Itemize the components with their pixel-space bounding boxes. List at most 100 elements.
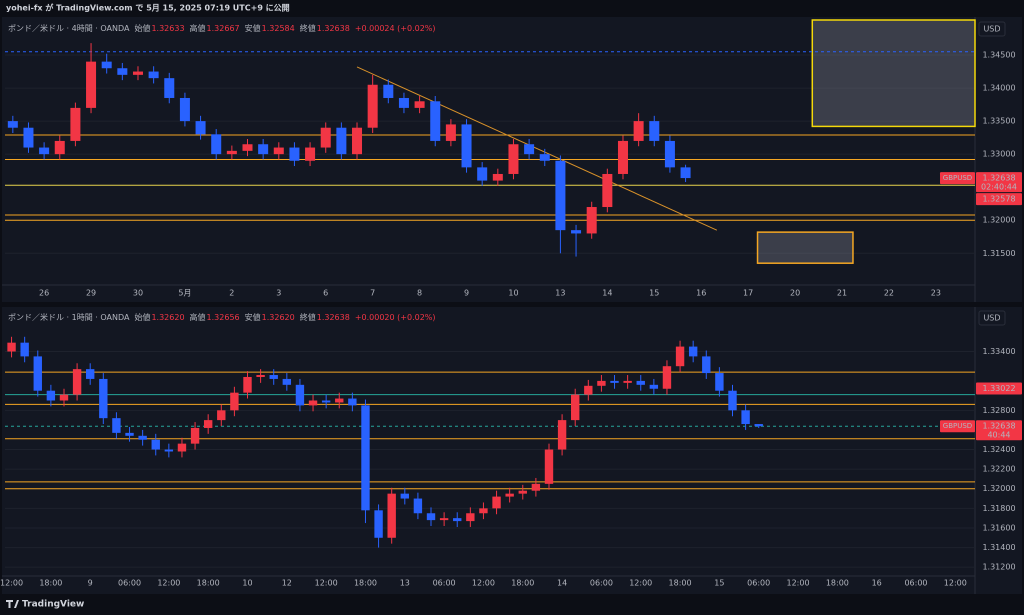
x-tick-label: 2	[229, 289, 234, 298]
x-tick-label: 12:00	[944, 579, 967, 588]
x-tick-label: 06:00	[433, 579, 456, 588]
candle-body	[439, 518, 449, 521]
trend-line	[356, 66, 718, 231]
x-tick-label: 20	[790, 289, 800, 298]
candle-body	[715, 373, 724, 391]
legend-item: ポンド／米ドル · 4時間 · OANDA	[8, 23, 130, 33]
x-tick-label: 22	[884, 289, 894, 298]
x-tick-label: 30	[133, 289, 143, 298]
candle-body	[728, 390, 737, 411]
candle-body	[46, 390, 56, 401]
candle-body	[664, 140, 675, 168]
y-tick-label: 1.31600	[982, 523, 1015, 532]
candle-body	[23, 127, 34, 148]
price-tag	[976, 420, 1022, 441]
price-tag-value: 1.32638	[982, 174, 1015, 183]
x-tick-label: 26	[39, 289, 49, 298]
candle-body	[414, 101, 425, 108]
legend-item: 高値	[190, 23, 206, 33]
symbol-tag-label: GBPUSD	[943, 174, 972, 182]
x-tick-label: 8	[417, 289, 422, 298]
y-tick-label: 1.32800	[982, 406, 1015, 415]
legend-item: 1.32620	[262, 313, 295, 322]
candle-body	[649, 384, 659, 389]
candle-body	[33, 356, 42, 391]
x-tick-label: 29	[86, 289, 96, 298]
candle-body	[413, 498, 423, 514]
y-tick-label: 1.33500	[982, 117, 1015, 126]
price-tag-value: 1.32638	[982, 422, 1015, 431]
x-tick-label: 13	[400, 579, 410, 588]
candle-body	[383, 84, 394, 98]
candle-body	[617, 140, 628, 174]
x-tick-label: 14	[557, 579, 567, 588]
x-tick-label: 18:00	[39, 579, 62, 588]
x-tick-label: 3	[276, 289, 281, 298]
candle-body	[132, 71, 143, 75]
y-tick-label: 1.32000	[982, 216, 1015, 225]
legend-item: 始値	[134, 23, 150, 33]
legend-item: 1.32638	[317, 313, 350, 322]
candle-body	[151, 439, 160, 450]
candle-body	[374, 510, 383, 538]
legend-item: 安値	[245, 23, 261, 33]
candle-body	[597, 380, 606, 386]
currency-box	[978, 310, 1006, 326]
candle-body	[524, 144, 535, 155]
candle-body	[70, 107, 81, 141]
legend: ポンド／米ドル · 4時間 · OANDA 始値1.32633 高値1.32667 安…	[8, 23, 436, 33]
candle-body	[662, 366, 672, 389]
candle-body	[623, 380, 632, 383]
candle-body	[426, 513, 436, 521]
candle-body	[99, 378, 108, 419]
candle-body	[633, 121, 644, 141]
candle-body	[295, 384, 305, 406]
symbol-tag	[940, 172, 975, 185]
price-tag	[976, 382, 1022, 395]
currency-label: USD	[983, 314, 1000, 323]
candle-body	[367, 84, 378, 128]
x-tick-label: 17	[743, 289, 753, 298]
candle-body	[86, 369, 95, 379]
candle-body	[148, 71, 159, 79]
symbol-tag	[940, 420, 975, 433]
candle-body	[289, 147, 300, 161]
currency-box	[978, 21, 1006, 37]
x-tick-label: 15	[649, 289, 659, 298]
candle-body	[217, 410, 226, 421]
legend-item: ポンド／米ドル · 1時間 · OANDA	[8, 312, 130, 322]
y-tick-label: 1.31200	[982, 563, 1015, 572]
x-tick-label: 12:00	[787, 579, 810, 588]
candle-body	[508, 144, 519, 174]
y-tick-label: 1.32000	[982, 484, 1015, 493]
y-tick-label: 1.33000	[982, 150, 1015, 159]
candle-body	[226, 150, 237, 155]
x-tick-label: 16	[696, 289, 706, 298]
legend-item: 1.32620	[151, 313, 184, 322]
candle-body	[741, 410, 750, 425]
candle-body	[352, 127, 363, 155]
candle-body	[586, 207, 597, 234]
candle-body	[101, 61, 112, 69]
candle-body	[688, 346, 698, 357]
candle-body	[518, 490, 527, 494]
candle-body	[112, 418, 121, 433]
candle-body	[243, 376, 252, 393]
candle-body	[348, 398, 357, 406]
panel-bottom	[2, 307, 1022, 594]
candle-body	[273, 147, 284, 155]
candle-body	[636, 380, 645, 385]
legend-item: 1.32584	[262, 24, 295, 33]
candle-body	[164, 449, 174, 452]
brand-text: TradingView	[22, 600, 84, 610]
x-tick-label: 18:00	[669, 579, 692, 588]
candle-body	[54, 140, 65, 155]
x-tick-label: 12:00	[315, 579, 338, 588]
legend-item: 1.32656	[207, 313, 240, 322]
x-tick-label: 16	[872, 579, 882, 588]
legend-item: 安値	[245, 312, 261, 322]
candle-body	[230, 392, 239, 411]
brand-logo	[6, 600, 19, 608]
candle-body	[320, 127, 331, 148]
candle-body	[584, 385, 593, 395]
